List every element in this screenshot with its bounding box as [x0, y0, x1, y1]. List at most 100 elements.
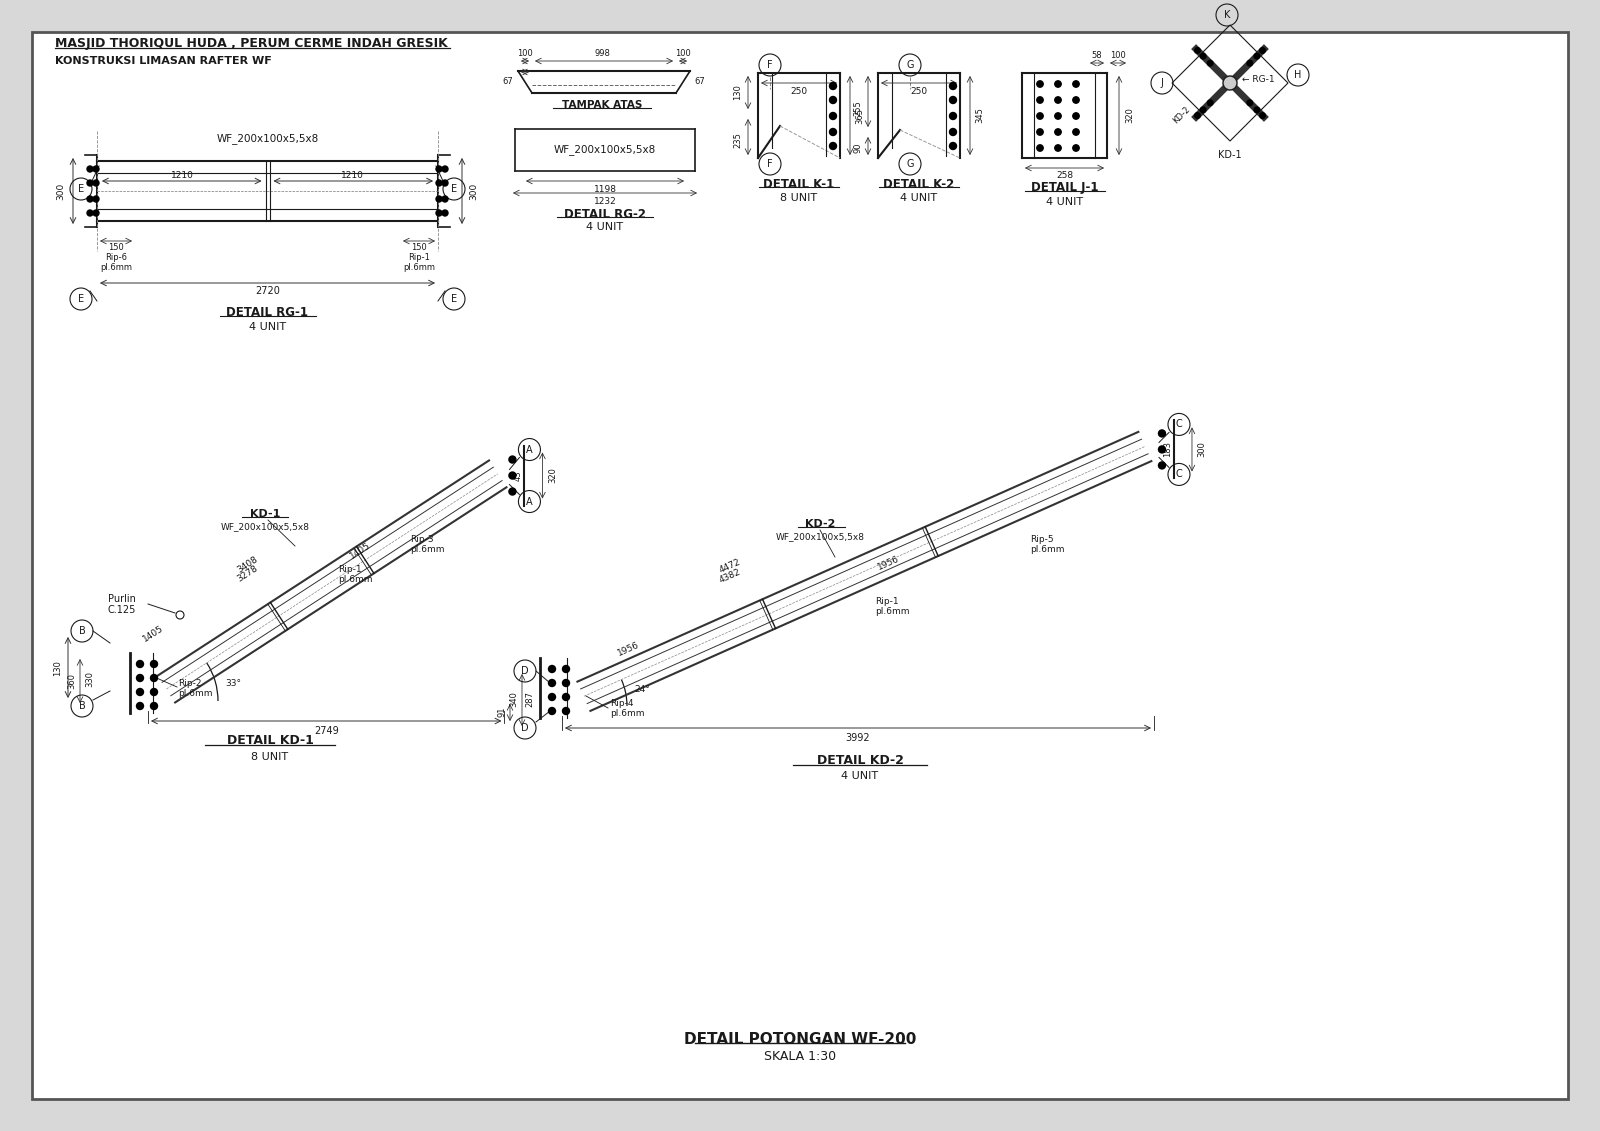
- Circle shape: [1037, 129, 1043, 136]
- Circle shape: [86, 196, 93, 202]
- Circle shape: [1037, 113, 1043, 119]
- Circle shape: [509, 489, 515, 495]
- Text: D: D: [522, 666, 530, 676]
- Text: 90: 90: [853, 143, 862, 153]
- Text: 4472: 4472: [718, 558, 742, 575]
- Circle shape: [1200, 53, 1206, 59]
- Text: 33°: 33°: [226, 679, 242, 688]
- Text: 258: 258: [1056, 172, 1074, 181]
- Circle shape: [549, 708, 555, 715]
- Text: E: E: [451, 294, 458, 304]
- Circle shape: [1037, 97, 1043, 103]
- Text: Rip-3: Rip-3: [410, 535, 434, 544]
- Text: DETAIL KD-2: DETAIL KD-2: [816, 754, 904, 768]
- Text: 300: 300: [1197, 441, 1206, 457]
- Circle shape: [563, 665, 570, 673]
- Text: DETAIL KD-1: DETAIL KD-1: [227, 734, 314, 748]
- Text: SKALA 1:30: SKALA 1:30: [763, 1051, 837, 1063]
- Text: pl.6mm: pl.6mm: [875, 606, 909, 615]
- Circle shape: [442, 210, 448, 216]
- Text: 43: 43: [514, 470, 523, 481]
- Text: 100: 100: [1110, 52, 1126, 60]
- Text: 1198: 1198: [594, 184, 616, 193]
- Text: 130: 130: [53, 661, 62, 676]
- Circle shape: [442, 196, 448, 202]
- Text: 8 UNIT: 8 UNIT: [781, 193, 818, 202]
- Circle shape: [549, 665, 555, 673]
- Text: Rip-4: Rip-4: [610, 699, 634, 708]
- Text: 1956: 1956: [875, 554, 901, 572]
- Circle shape: [435, 166, 442, 172]
- Circle shape: [150, 689, 157, 696]
- Text: DETAIL J-1: DETAIL J-1: [1030, 181, 1098, 195]
- Text: E: E: [78, 184, 85, 195]
- Circle shape: [829, 112, 837, 120]
- Circle shape: [829, 143, 837, 149]
- Text: 235: 235: [733, 132, 742, 148]
- FancyBboxPatch shape: [32, 32, 1568, 1099]
- Text: Rip-1: Rip-1: [408, 253, 430, 262]
- Text: 150: 150: [411, 243, 427, 252]
- Circle shape: [1259, 113, 1266, 119]
- Text: 1210: 1210: [341, 171, 365, 180]
- Circle shape: [509, 456, 515, 463]
- Circle shape: [549, 693, 555, 700]
- Text: 4 UNIT: 4 UNIT: [587, 222, 624, 232]
- Text: 1210: 1210: [171, 171, 194, 180]
- Circle shape: [1072, 97, 1078, 103]
- Text: 150: 150: [109, 243, 123, 252]
- Circle shape: [1208, 60, 1213, 66]
- Text: A: A: [526, 497, 533, 507]
- Text: F: F: [766, 159, 773, 169]
- Text: KONSTRUKSI LIMASAN RAFTER WF: KONSTRUKSI LIMASAN RAFTER WF: [54, 57, 272, 66]
- Text: DETAIL RG-2: DETAIL RG-2: [563, 207, 646, 221]
- Circle shape: [1246, 60, 1253, 66]
- Text: C.125: C.125: [109, 605, 136, 615]
- Circle shape: [1246, 100, 1253, 105]
- Text: 365: 365: [856, 107, 864, 123]
- Text: 58: 58: [1091, 52, 1102, 60]
- Text: 100: 100: [675, 50, 691, 59]
- Circle shape: [86, 166, 93, 172]
- Circle shape: [93, 166, 99, 172]
- Circle shape: [136, 689, 144, 696]
- Text: DETAIL POTONGAN WF-200: DETAIL POTONGAN WF-200: [683, 1031, 917, 1046]
- Text: A: A: [526, 444, 533, 455]
- Text: B: B: [78, 701, 85, 711]
- Circle shape: [150, 674, 157, 682]
- Text: WF_200x100x5,5x8: WF_200x100x5,5x8: [221, 523, 309, 532]
- Text: E: E: [451, 184, 458, 195]
- Text: 1405: 1405: [347, 541, 373, 561]
- Text: 4 UNIT: 4 UNIT: [250, 322, 286, 333]
- Circle shape: [136, 661, 144, 667]
- Text: 360: 360: [67, 673, 77, 689]
- Circle shape: [1222, 76, 1237, 90]
- Text: KD-1: KD-1: [1218, 150, 1242, 159]
- Circle shape: [1158, 446, 1165, 452]
- Text: pl.6mm: pl.6mm: [99, 262, 131, 271]
- Circle shape: [563, 693, 570, 700]
- Text: KD-2: KD-2: [805, 519, 835, 529]
- Text: 2720: 2720: [254, 286, 280, 296]
- Circle shape: [1072, 145, 1078, 152]
- Circle shape: [1158, 461, 1165, 469]
- Text: 1956: 1956: [616, 640, 640, 658]
- Circle shape: [1254, 53, 1259, 59]
- Circle shape: [93, 210, 99, 216]
- Text: ← RG-1: ← RG-1: [1242, 75, 1275, 84]
- Text: F: F: [766, 60, 773, 70]
- Text: KD-1: KD-1: [250, 509, 280, 519]
- Text: 4 UNIT: 4 UNIT: [1046, 197, 1083, 207]
- Text: 320: 320: [547, 467, 557, 483]
- Circle shape: [563, 708, 570, 715]
- Circle shape: [563, 680, 570, 687]
- Text: MASJID THORIQUL HUDA , PERUM CERME INDAH GRESIK: MASJID THORIQUL HUDA , PERUM CERME INDAH…: [54, 36, 448, 50]
- Circle shape: [1054, 80, 1061, 87]
- Text: Rip-6: Rip-6: [106, 253, 126, 262]
- Text: G: G: [906, 60, 914, 70]
- Circle shape: [1054, 129, 1061, 136]
- Text: B: B: [78, 625, 85, 636]
- Text: D: D: [522, 723, 530, 733]
- Circle shape: [1195, 113, 1200, 119]
- Text: 67: 67: [502, 78, 514, 86]
